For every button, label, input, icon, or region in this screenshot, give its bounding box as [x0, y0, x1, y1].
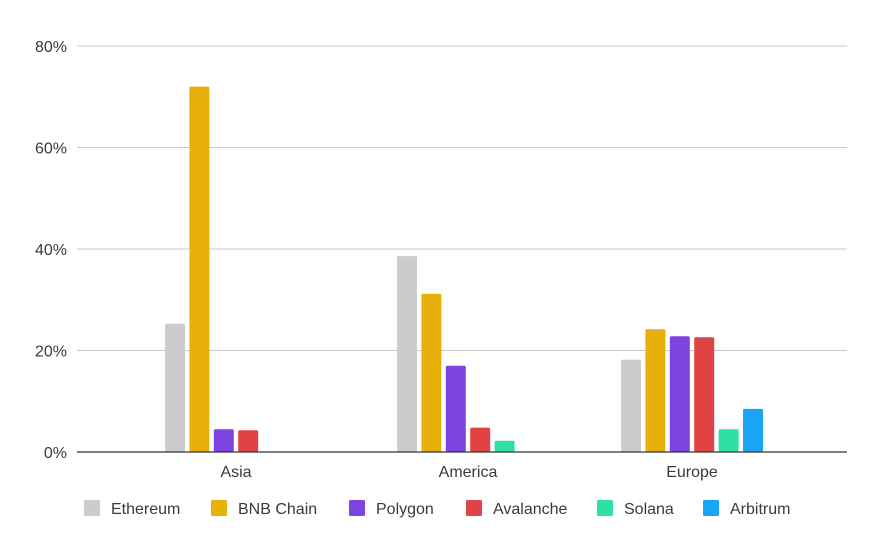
y-tick-label: 60%: [35, 141, 67, 158]
bar-arbitrum-europe: [743, 408, 763, 452]
y-tick-label: 40%: [35, 242, 67, 259]
bar-avalanche-europe: [694, 337, 715, 452]
bar-ethereum-america: [397, 256, 417, 452]
bar-ethereum-europe: [621, 359, 641, 452]
bar-avalanche-asia: [238, 430, 259, 452]
legend-label-polygon: Polygon: [376, 501, 434, 518]
legend-swatch-ethereum: [84, 500, 100, 516]
x-tick-label: Europe: [666, 464, 718, 481]
x-tick-label: America: [439, 464, 498, 481]
bar-bnb-chain-america: [421, 293, 442, 452]
bar-solana-europe: [718, 429, 739, 452]
y-tick-label: 0%: [44, 445, 67, 462]
legend-label-solana: Solana: [624, 501, 674, 518]
legend-swatch-bnb-chain: [211, 500, 227, 516]
legend-label-avalanche: Avalanche: [493, 501, 568, 518]
bar-bnb-chain-europe: [645, 329, 666, 452]
legend-swatch-arbitrum: [703, 500, 719, 516]
bar-ethereum-asia: [165, 323, 185, 452]
bar-polygon-asia: [213, 429, 234, 452]
axes: 0% 20% 40% 60% 80% Asia America Europe: [35, 39, 847, 481]
x-tick-label: Asia: [220, 464, 251, 481]
bar-bnb-chain-asia: [189, 86, 210, 452]
y-tick-label: 20%: [35, 344, 67, 361]
y-tick-label: 80%: [35, 39, 67, 56]
legend-swatch-polygon: [349, 500, 365, 516]
bar-polygon-america: [445, 365, 466, 452]
legend-label-bnb-chain: BNB Chain: [238, 501, 317, 518]
legend-label-ethereum: Ethereum: [111, 501, 180, 518]
legend: Ethereum BNB Chain Polygon Avalanche Solana A…: [84, 500, 790, 518]
bars: [165, 86, 763, 452]
bar-solana-america: [494, 440, 515, 452]
bar-polygon-europe: [669, 336, 690, 452]
legend-swatch-solana: [597, 500, 613, 516]
legend-swatch-avalanche: [466, 500, 482, 516]
legend-label-arbitrum: Arbitrum: [730, 501, 790, 518]
bar-avalanche-america: [470, 427, 491, 452]
